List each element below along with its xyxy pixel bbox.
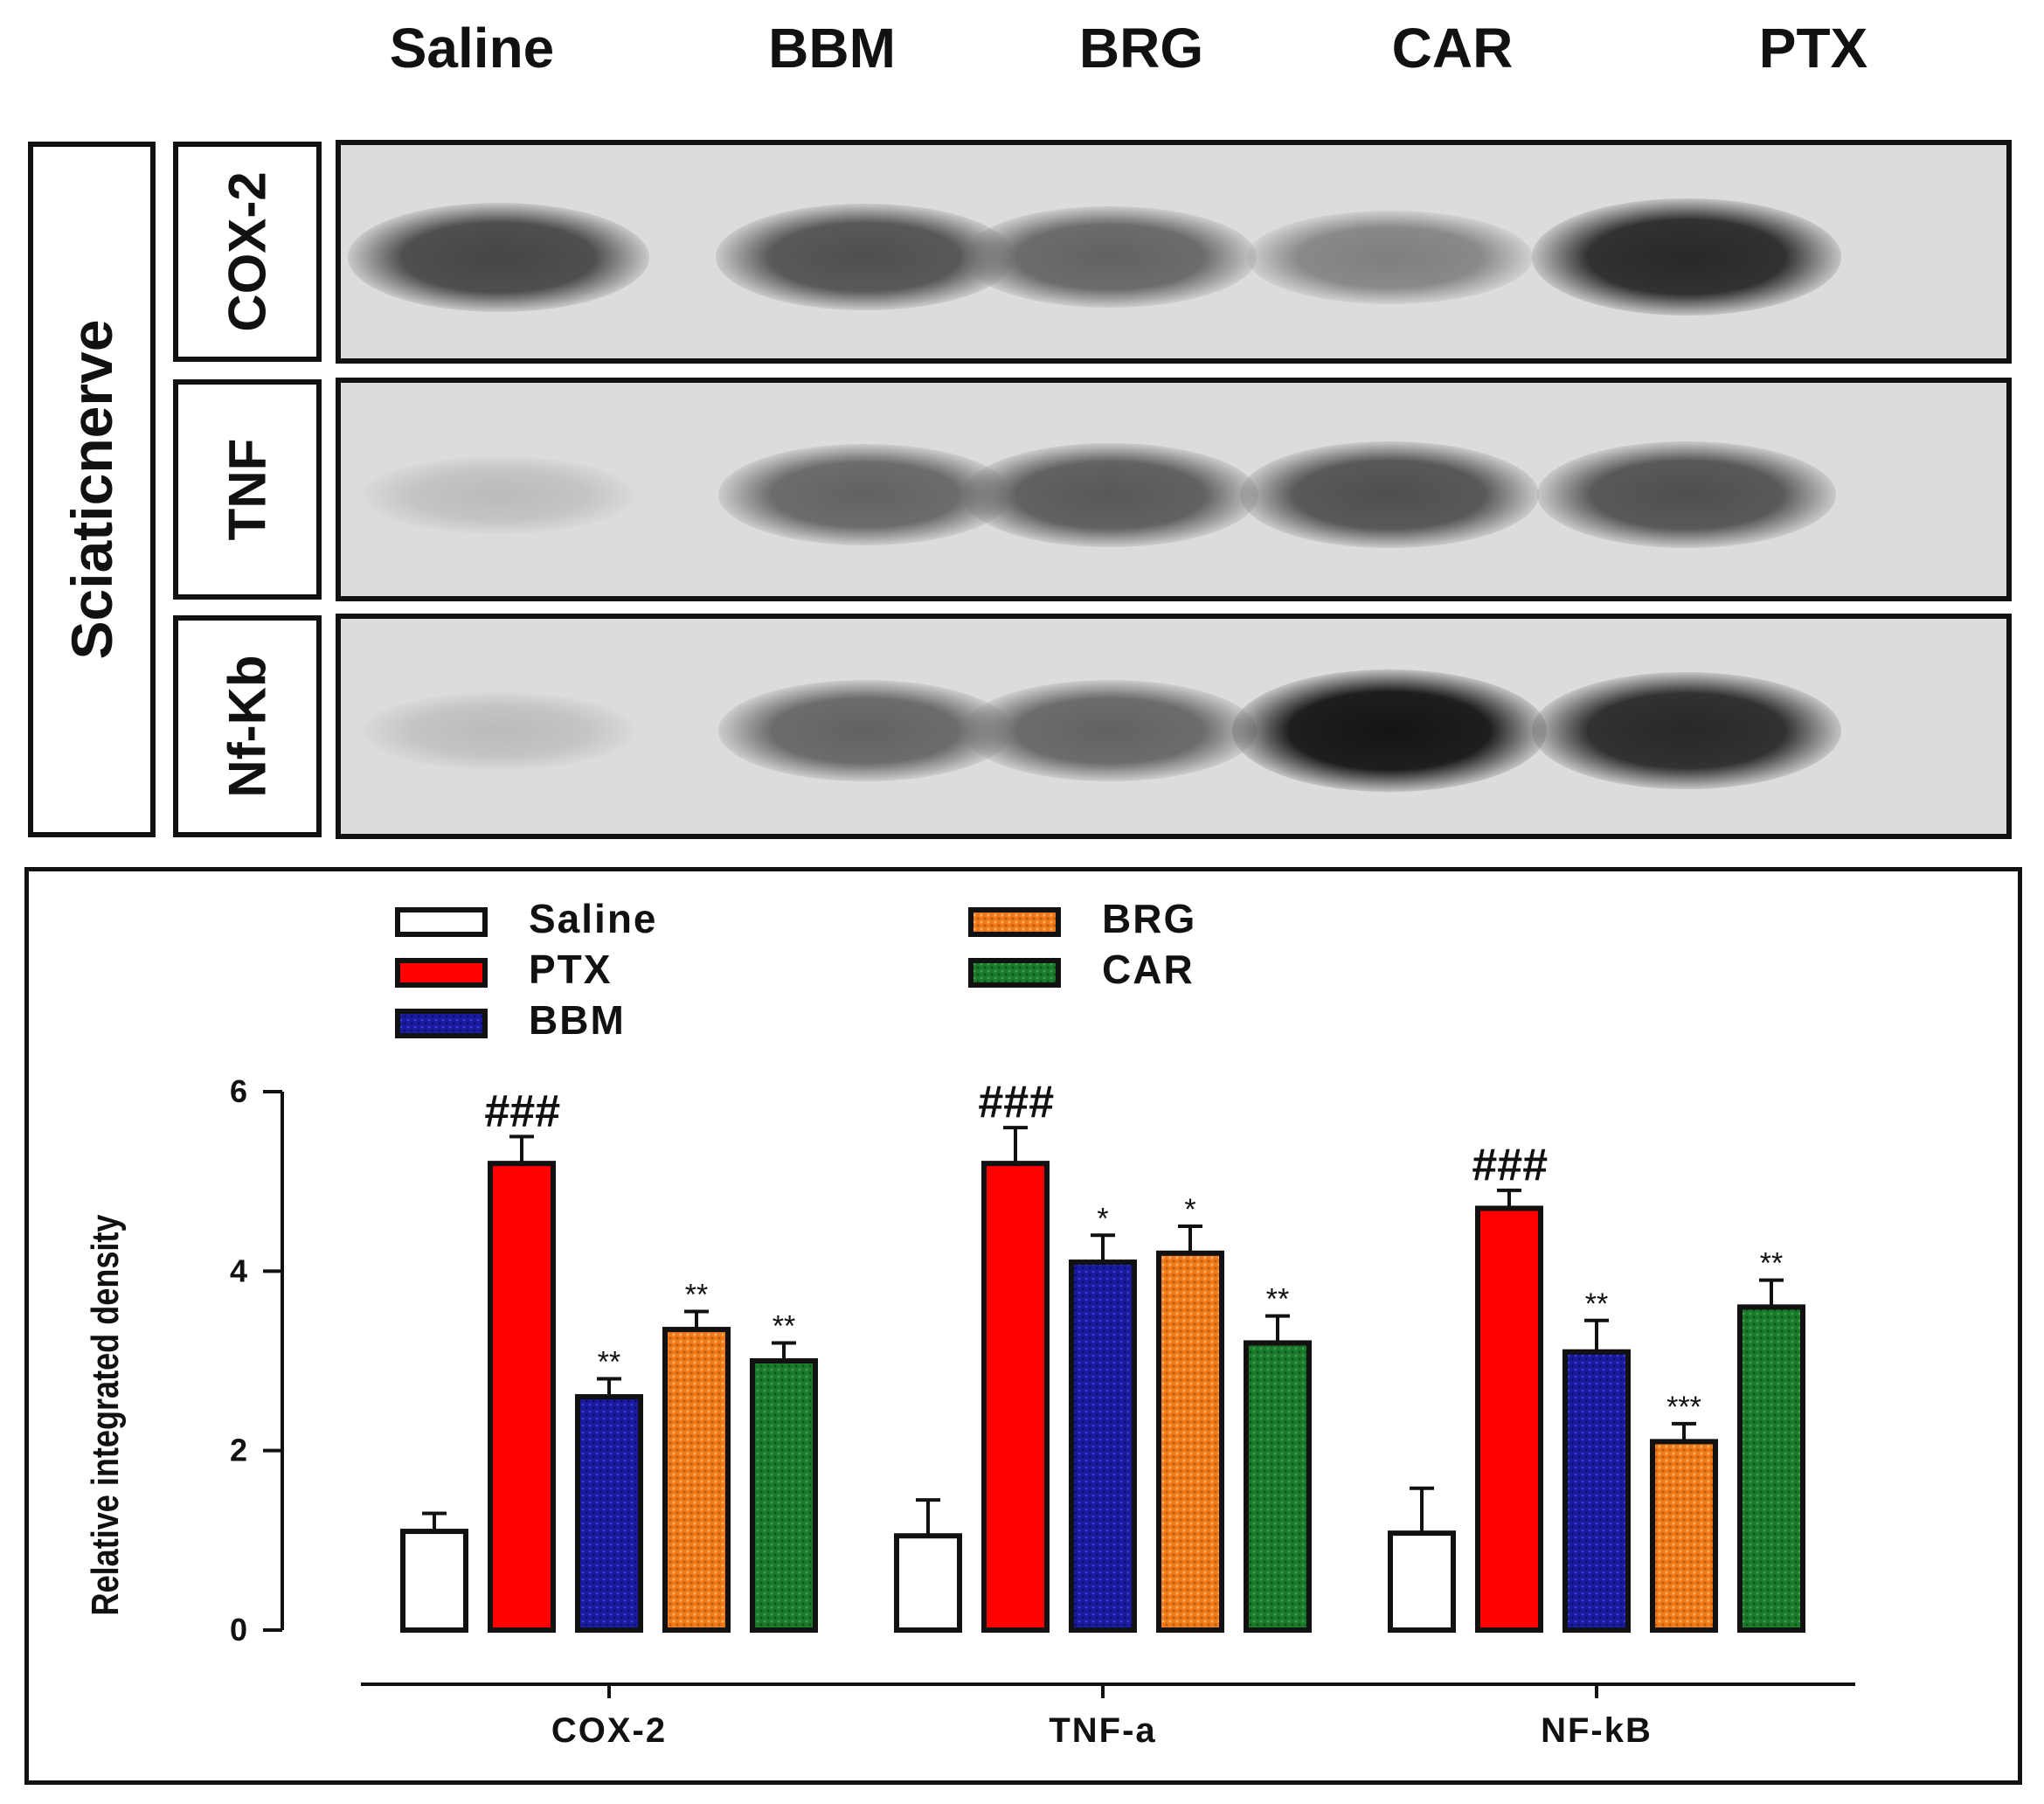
- chart-legend: Saline PTX BBM BRG CAR: [395, 896, 1196, 1043]
- bar-cox-2-car: [750, 1358, 818, 1633]
- bar-nf-kb-ptx: [1475, 1205, 1543, 1633]
- significance-mark: **: [685, 1279, 708, 1312]
- blot-image-tnf: [336, 378, 2012, 601]
- blot-image-nfkb: [336, 614, 2012, 839]
- legend-label-saline: Saline: [529, 896, 658, 941]
- blot-band-cox-2-ptx: [1532, 198, 1841, 316]
- protein-label-cox2: COX-2: [218, 171, 277, 332]
- legend-swatch-bbm: [395, 1009, 488, 1038]
- chart-bars: ###******###* ***###*******: [400, 1077, 1805, 1634]
- blot-band-tnf-brg: [961, 442, 1258, 547]
- tissue-label-box: Sciaticnerve: [28, 142, 156, 837]
- legend-swatch-car: [968, 958, 1061, 988]
- protein-label-box-tnf: TNF: [173, 379, 322, 600]
- blot-band-cox-2-car: [1246, 210, 1533, 304]
- chart-panel: Saline PTX BBM BRG CAR 0 2 4 6 COX-2 TNF-a NF-kB #…: [24, 867, 2022, 1785]
- significance-mark: *: [1097, 1202, 1108, 1235]
- legend-label-car: CAR: [1102, 947, 1195, 992]
- lane-label-ptx: PTX: [1758, 17, 1868, 80]
- bar-tnf-a-brg: [1156, 1250, 1224, 1633]
- bar-cox-2-brg: [662, 1327, 731, 1633]
- significance-mark: ###: [1472, 1140, 1548, 1190]
- legend-label-bbm: BBM: [529, 997, 626, 1043]
- y-tick-label: 4: [230, 1252, 247, 1288]
- lane-label-bbm: BBM: [768, 17, 896, 80]
- bar-chart: Saline PTX BBM BRG CAR 0 2 4 6 COX-2 TNF-a NF-kB #…: [84, 896, 1855, 1750]
- significance-mark: **: [1266, 1283, 1289, 1316]
- blot-band-nf-kb-car: [1232, 670, 1547, 792]
- blot-image-cox2: [336, 140, 2012, 364]
- bar-cox-2-bbm: [575, 1394, 643, 1633]
- significance-mark: **: [598, 1346, 620, 1379]
- protein-label-box-cox2: COX-2: [173, 142, 322, 362]
- y-tick-label: 0: [230, 1612, 247, 1648]
- blot-band-cox-2-saline: [347, 202, 649, 312]
- blot-band-cox-2-brg: [963, 206, 1257, 308]
- bar-tnf-a-bbm: [1069, 1259, 1137, 1633]
- legend-swatch-brg: [968, 907, 1061, 937]
- significance-mark: ***: [1666, 1391, 1701, 1424]
- tissue-label: Sciaticnerve: [59, 319, 124, 660]
- bar-nf-kb-brg: [1650, 1439, 1718, 1634]
- bar-nf-kb-car: [1737, 1304, 1805, 1633]
- chart-axes: 0 2 4 6 COX-2 TNF-a NF-kB: [230, 1073, 1855, 1750]
- legend-swatch-saline: [395, 907, 488, 937]
- bar-tnf-a-car: [1244, 1340, 1312, 1633]
- x-tick-label-cox-2: COX-2: [551, 1711, 667, 1750]
- bar-nf-kb-saline: [1388, 1530, 1456, 1633]
- protein-label-box-nfkb: Nf-Kb: [173, 615, 322, 837]
- blot-band-nf-kb-ptx: [1532, 672, 1841, 789]
- significance-mark: ###: [978, 1077, 1054, 1128]
- protein-label-nfkb: Nf-Kb: [218, 655, 277, 798]
- significance-mark: **: [1585, 1287, 1608, 1321]
- blot-band-tnf-saline: [363, 455, 634, 534]
- legend-label-ptx: PTX: [529, 947, 612, 992]
- bar-tnf-a-ptx: [981, 1161, 1050, 1633]
- significance-mark: **: [773, 1309, 795, 1343]
- legend-label-brg: BRG: [1102, 896, 1196, 941]
- x-tick-label-tnf-a: TNF-a: [1049, 1711, 1156, 1750]
- blot-band-tnf-car: [1240, 441, 1539, 548]
- bar-tnf-a-saline: [894, 1533, 962, 1634]
- bar-nf-kb-bbm: [1562, 1349, 1631, 1633]
- significance-mark: *: [1184, 1193, 1195, 1226]
- bar-cox-2-saline: [400, 1529, 468, 1633]
- legend-swatch-ptx: [395, 958, 488, 988]
- x-tick-label-nf-kb: NF-kB: [1541, 1711, 1653, 1750]
- lane-label-car: CAR: [1391, 17, 1514, 80]
- y-tick-label: 6: [230, 1073, 247, 1109]
- significance-mark: **: [1760, 1247, 1783, 1280]
- significance-mark: ###: [484, 1086, 560, 1136]
- protein-label-tnf: TNF: [218, 438, 277, 541]
- y-tick-label: 2: [230, 1433, 247, 1468]
- blot-band-tnf-ptx: [1537, 441, 1836, 548]
- y-axis-label: Relative integrated density: [84, 1214, 127, 1616]
- bar-cox-2-ptx: [488, 1161, 556, 1633]
- blot-band-nf-kb-brg: [963, 680, 1257, 781]
- blot-band-nf-kb-saline: [363, 691, 634, 770]
- lane-label-brg: BRG: [1078, 17, 1204, 80]
- lane-label-saline: Saline: [389, 17, 555, 80]
